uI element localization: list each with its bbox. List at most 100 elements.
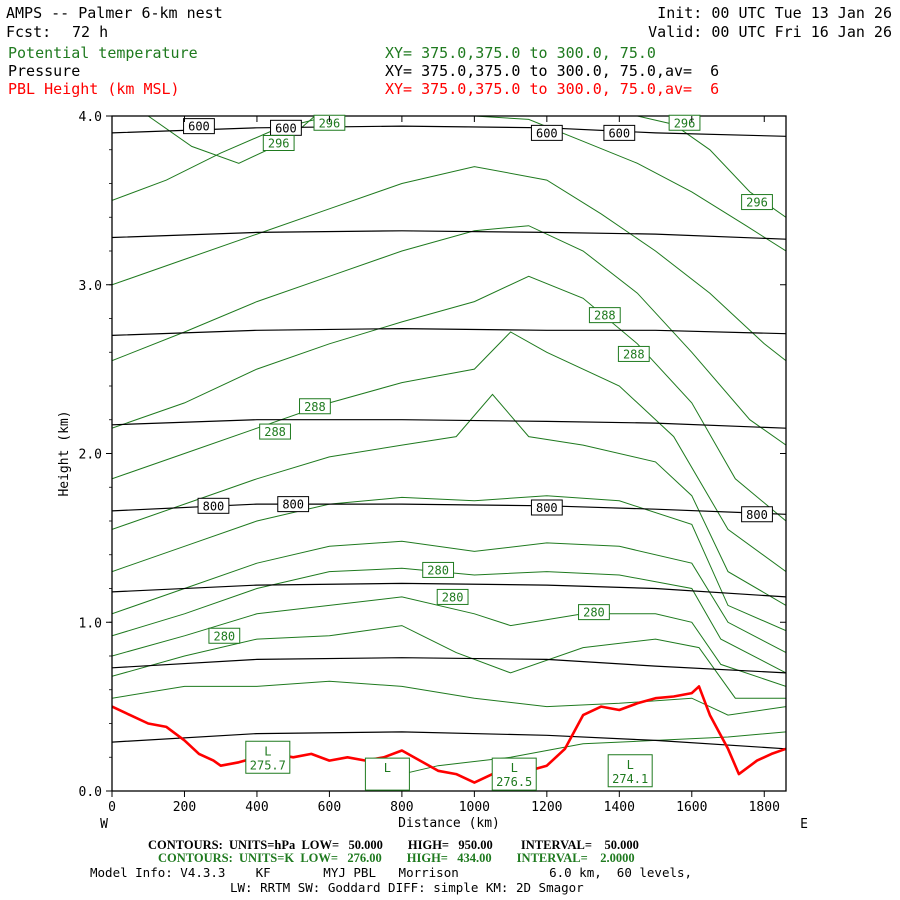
theta-label-3: 296 bbox=[741, 194, 773, 211]
isobar-label-0-box bbox=[183, 118, 215, 135]
pbl-height-line bbox=[112, 685, 786, 784]
chart-title: AMPS -- Palmer 6-km nest bbox=[6, 4, 223, 22]
isobar-label-4-text: 800 bbox=[203, 499, 225, 513]
isobar-label-1-text: 600 bbox=[275, 121, 297, 135]
plot-area bbox=[112, 116, 786, 784]
x-tick-label-6: 1200 bbox=[531, 800, 562, 815]
theta-label-8-box bbox=[422, 561, 455, 578]
x-tick-label-8: 1600 bbox=[676, 800, 707, 815]
theta-label-11: 280 bbox=[208, 627, 241, 644]
theta-label-9: 280 bbox=[436, 588, 469, 605]
footer-contours-theta: CONTOURS: UNITS=K LOW= 276.00 HIGH= 434.… bbox=[158, 851, 635, 865]
theta-label-4-text: 288 bbox=[594, 309, 616, 323]
footer-physics-info: LW: RRTM SW: Goddard DIFF: simple KM: 2D… bbox=[230, 880, 584, 895]
low-marker-letter-3: L bbox=[627, 758, 634, 772]
isobar-950 bbox=[112, 731, 786, 750]
low-marker-1: L bbox=[364, 757, 410, 791]
theta-label-1-text: 296 bbox=[268, 137, 290, 151]
theta-label-7-text: 288 bbox=[264, 425, 286, 439]
x-tick-label-3: 600 bbox=[318, 800, 341, 815]
y-tick-label-2: 2.0 bbox=[79, 448, 102, 463]
low-marker-letter-1: L bbox=[384, 761, 391, 775]
footer-model-info: Model Info: V4.3.3 KF MYJ PBL Morrison 6… bbox=[90, 865, 693, 880]
low-marker-value-3: 274.1 bbox=[612, 772, 648, 786]
field-xy-pbl: XY= 375.0,375.0 to 300.0, 75.0,av= 6 bbox=[385, 80, 720, 98]
theta-contour-13 bbox=[474, 116, 786, 252]
theta-contour-6 bbox=[112, 495, 786, 632]
isobar-label-4-box bbox=[197, 497, 230, 514]
y-tick-label-1: 1.0 bbox=[79, 616, 102, 631]
low-marker-letter-2: L bbox=[511, 761, 518, 775]
theta-contour-9 bbox=[112, 275, 786, 522]
isobar-label-2-text: 600 bbox=[536, 126, 558, 140]
low-marker-box-3 bbox=[607, 754, 653, 788]
isobar-label-2: 600 bbox=[530, 124, 563, 141]
theta-label-3-text: 296 bbox=[746, 196, 768, 210]
theta-label-3-box bbox=[741, 194, 773, 211]
theta-contour-8 bbox=[112, 331, 786, 573]
theta-label-1: 296 bbox=[262, 135, 295, 151]
theta-label-8-text: 280 bbox=[427, 563, 449, 577]
theta-contour-1 bbox=[112, 680, 786, 716]
theta-label-1-box bbox=[262, 135, 295, 151]
theta-label-7-box bbox=[259, 423, 291, 440]
y-axis-label: Height (km) bbox=[57, 410, 72, 496]
west-label: W bbox=[100, 817, 108, 832]
isobar-label-7: 800 bbox=[741, 506, 773, 523]
theta-label-7: 288 bbox=[259, 423, 291, 440]
forecast-label: Fcst: bbox=[6, 23, 52, 41]
field-xy-pressure: XY= 375.0,375.0 to 300.0, 75.0,av= 6 bbox=[385, 62, 720, 80]
x-tick-label-7: 1400 bbox=[604, 800, 635, 815]
x-tick-label-9: 1800 bbox=[749, 800, 780, 815]
theta-contour-3 bbox=[112, 596, 786, 687]
low-marker-letter-0: L bbox=[264, 744, 271, 758]
isobar-label-6-box bbox=[530, 499, 563, 516]
isobar-label-2-box bbox=[530, 124, 563, 141]
theta-contour-0 bbox=[365, 731, 786, 784]
low-marker-value-2: 276.5 bbox=[496, 775, 532, 789]
theta-label-2: 296 bbox=[668, 114, 701, 131]
isobar-label-3-box bbox=[603, 124, 636, 141]
isobar-label-0-text: 600 bbox=[188, 120, 210, 134]
isobar-label-4: 800 bbox=[197, 497, 230, 514]
valid-time: Valid: 00 UTC Fri 16 Jan 26 bbox=[648, 23, 892, 41]
theta-label-5-box bbox=[617, 345, 650, 362]
x-axis-label: Distance (km) bbox=[398, 816, 500, 831]
x-tick-label-5: 1000 bbox=[459, 800, 490, 815]
theta-label-4: 288 bbox=[588, 307, 621, 324]
forecast-value: 72 h bbox=[72, 23, 109, 41]
theta-contour-4 bbox=[112, 567, 786, 674]
x-tick-label-0: 0 bbox=[108, 800, 116, 815]
field-label-pressure: Pressure bbox=[8, 62, 81, 80]
isobar-800 bbox=[112, 503, 786, 515]
footer-contours-pressure: CONTOURS: UNITS=hPa LOW= 50.000 HIGH= 95… bbox=[148, 838, 639, 852]
field-label-theta: Potential temperature bbox=[8, 44, 198, 62]
east-label: E bbox=[800, 817, 808, 832]
isobar-850 bbox=[112, 582, 786, 598]
field-xy-theta: XY= 375.0,375.0 to 300.0, 75.0 bbox=[385, 44, 656, 62]
theta-label-4-box bbox=[588, 307, 621, 324]
theta-label-6-text: 288 bbox=[304, 400, 326, 414]
theta-contour-11 bbox=[112, 166, 786, 362]
theta-contour-2 bbox=[112, 625, 786, 699]
theta-label-10-text: 280 bbox=[583, 606, 605, 620]
theta-label-9-text: 280 bbox=[442, 590, 464, 604]
isobar-label-3: 600 bbox=[603, 124, 636, 141]
isobar-label-0: 600 bbox=[183, 118, 215, 135]
plot-frame bbox=[111, 115, 787, 792]
theta-label-8: 280 bbox=[422, 561, 455, 578]
theta-label-0-text: 296 bbox=[319, 116, 341, 130]
isobar-label-7-box bbox=[741, 506, 773, 523]
isobar-label-6: 800 bbox=[530, 499, 563, 516]
theta-label-11-text: 280 bbox=[213, 629, 235, 643]
isobar-650 bbox=[112, 230, 786, 240]
theta-contour-5 bbox=[112, 540, 786, 654]
theta-label-10-box bbox=[578, 604, 610, 621]
y-tick-label-0: 0.0 bbox=[79, 785, 102, 800]
theta-contour-7 bbox=[112, 393, 786, 606]
x-tick-label-1: 200 bbox=[173, 800, 196, 815]
theta-label-6-box bbox=[299, 398, 331, 415]
x-tick-label-4: 800 bbox=[390, 800, 413, 815]
